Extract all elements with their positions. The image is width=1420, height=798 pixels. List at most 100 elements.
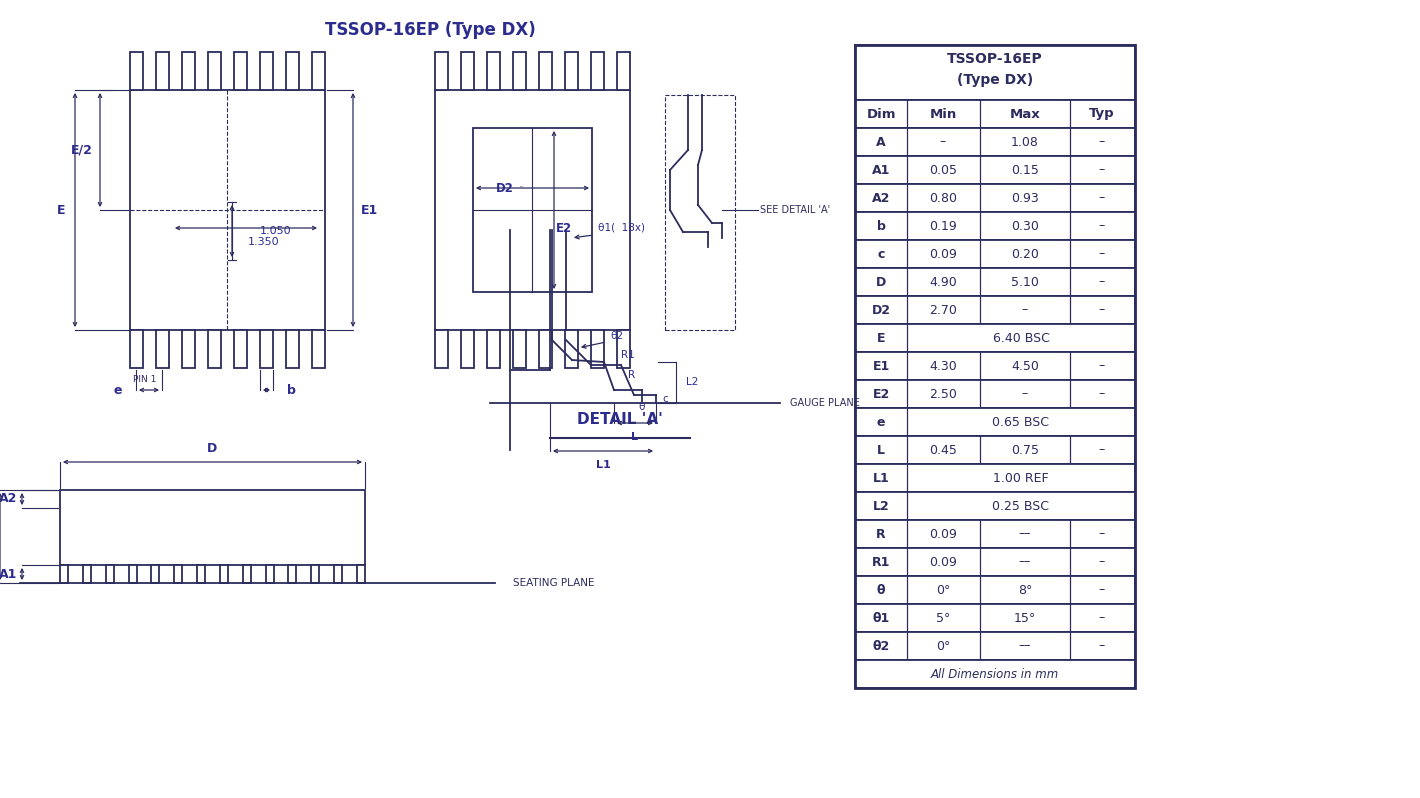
Text: 2.70: 2.70 [929,303,957,317]
Bar [182,52,195,90]
Bar [855,576,1135,604]
Text: D2: D2 [872,303,890,317]
Text: –: – [1099,164,1105,176]
Bar [311,565,320,583]
Bar [312,52,325,90]
Text: 0.30: 0.30 [1011,219,1039,232]
Text: PIN 1: PIN 1 [133,376,156,385]
Bar [591,330,604,368]
Text: 4.30: 4.30 [929,360,957,373]
Bar [462,330,474,368]
Bar [197,565,204,583]
Text: 6.40 BSC: 6.40 BSC [993,331,1049,345]
Text: –: – [1099,388,1105,401]
Text: 0.25 BSC: 0.25 BSC [993,500,1049,512]
Bar [855,296,1135,324]
Bar [618,330,630,368]
Bar [855,492,1135,520]
Text: A: A [876,136,886,148]
Text: SEATING PLANE: SEATING PLANE [513,578,595,588]
Bar [618,52,630,90]
Bar [82,565,91,583]
Bar [152,565,159,583]
Text: –: – [1099,527,1105,540]
Text: 0.05: 0.05 [929,164,957,176]
Text: 1.350: 1.350 [248,237,280,247]
Text: E/2: E/2 [71,144,92,156]
Text: 0.65 BSC: 0.65 BSC [993,416,1049,429]
Text: A1: A1 [872,164,890,176]
Text: –: – [940,136,946,148]
Bar [855,632,1135,660]
Text: Max: Max [1010,108,1041,120]
Text: 4.90: 4.90 [929,275,957,289]
Bar [60,490,365,565]
Text: E2: E2 [872,388,889,401]
Text: Min: Min [929,108,957,120]
Text: E: E [876,331,885,345]
Text: 0.20: 0.20 [1011,247,1039,260]
Text: 8°: 8° [1018,583,1032,596]
Text: 0.80: 0.80 [929,192,957,204]
Text: →D2←: →D2← [520,185,524,187]
Text: 1.08: 1.08 [1011,136,1039,148]
Bar [855,212,1135,240]
Bar [487,52,500,90]
Text: –: – [1099,639,1105,653]
Bar [220,565,229,583]
Text: SEE DETAIL 'A': SEE DETAIL 'A' [760,205,831,215]
Text: R1: R1 [872,555,890,568]
Text: 15°: 15° [1014,611,1037,625]
Text: –: – [1099,555,1105,568]
Bar [207,52,222,90]
Text: –: – [1099,360,1105,373]
Text: –: – [1099,247,1105,260]
Bar [565,52,578,90]
Text: ––: –– [1018,639,1031,653]
Bar [855,548,1135,576]
Bar [855,408,1135,436]
Text: E1: E1 [361,203,378,216]
Bar [565,330,578,368]
Bar [513,52,525,90]
Bar [435,90,630,330]
Text: L1: L1 [873,472,889,484]
Bar [855,268,1135,296]
Bar [435,52,447,90]
Bar [105,565,114,583]
Bar [591,52,604,90]
Bar [243,565,251,583]
Text: L2: L2 [686,377,699,387]
Bar [665,95,736,330]
Text: 0°: 0° [936,583,950,596]
Bar [855,464,1135,492]
Bar [156,52,169,90]
Text: TSSOP-16EP (Type DX): TSSOP-16EP (Type DX) [325,21,535,39]
Text: 2.50: 2.50 [929,388,957,401]
Text: 0.93: 0.93 [1011,192,1039,204]
Bar [288,565,297,583]
Text: A2: A2 [0,492,17,505]
Text: L2: L2 [873,500,889,512]
Bar [234,52,247,90]
Text: Typ: Typ [1089,108,1115,120]
Bar [129,565,136,583]
Text: 5°: 5° [936,611,950,625]
Bar [540,52,552,90]
Bar [285,52,300,90]
Bar [356,565,365,583]
Text: D2: D2 [496,181,514,195]
Bar [131,90,325,330]
Bar [182,330,195,368]
Bar [312,330,325,368]
Bar [207,330,222,368]
Text: θ2: θ2 [872,639,889,653]
Text: 0.75: 0.75 [1011,444,1039,456]
Text: c: c [878,247,885,260]
Bar [156,330,169,368]
Bar [513,330,525,368]
Text: 0.09: 0.09 [929,555,957,568]
Text: –: – [1099,192,1105,204]
Bar [435,330,447,368]
Text: 1.050: 1.050 [260,226,291,236]
